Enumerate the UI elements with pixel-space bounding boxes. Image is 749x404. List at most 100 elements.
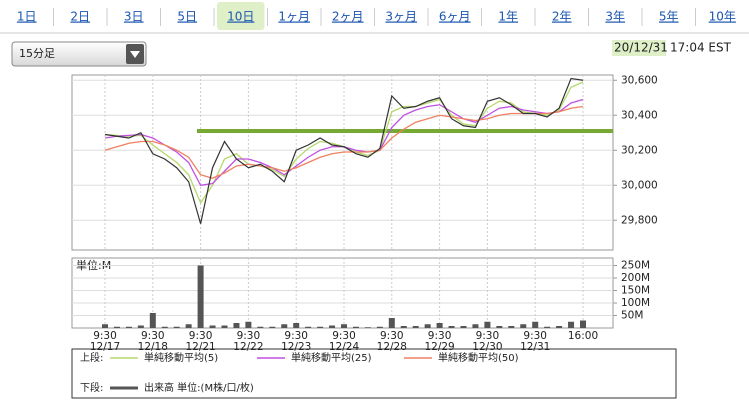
- tab[interactable]: 5日: [177, 10, 197, 24]
- timestamp-time: 17:04 EST: [670, 41, 732, 55]
- tab[interactable]: 2年: [552, 10, 572, 24]
- volume-bar: [580, 320, 586, 328]
- volume-bar: [436, 323, 443, 328]
- volume-bar: [305, 326, 312, 328]
- x-date-label: 12/29: [424, 341, 454, 353]
- y-tick-label: 30,000: [621, 179, 658, 191]
- tab[interactable]: 1年: [498, 10, 518, 24]
- volume-bar: [161, 326, 168, 328]
- date-highlight: [612, 40, 666, 56]
- tab[interactable]: 2日: [70, 10, 90, 24]
- volume-bar: [532, 321, 539, 328]
- volume-bar: [233, 323, 240, 328]
- tab[interactable]: 3ヶ月: [385, 10, 417, 24]
- x-date-label: 12/22: [233, 341, 263, 353]
- tab[interactable]: 1ヶ月: [278, 10, 310, 24]
- volume-bar: [113, 326, 120, 328]
- volume-bar: [125, 326, 132, 328]
- legend-label: 単純移動平均(50): [438, 351, 519, 364]
- y-tick-label: 100M: [621, 297, 650, 309]
- x-tick-label: 9:30: [380, 330, 404, 342]
- volume-bar: [556, 326, 563, 328]
- volume-bar: [269, 326, 276, 328]
- x-date-label: 12/18: [138, 341, 168, 353]
- volume-bar: [424, 324, 431, 328]
- volume-bar: [568, 321, 575, 328]
- volume-bar: [341, 324, 347, 328]
- x-tick-label: 9:30: [476, 330, 500, 342]
- volume-bar: [412, 326, 419, 328]
- legend-label: 出来高 単位:(M株/口/枚): [144, 381, 254, 394]
- tab[interactable]: 3年: [605, 10, 625, 24]
- y-tick-label: 150M: [621, 285, 650, 297]
- x-date-label: 12/31: [520, 341, 550, 353]
- price-line: [104, 77, 584, 224]
- x-tick-label: 9:30: [284, 330, 308, 342]
- volume-bar: [185, 324, 192, 328]
- tab-bar: 1日 2日 3日 5日 10日 1ヶ月 2ヶ月 3ヶ月 6ヶ月 1年 2年 3年 5年 10年: [17, 2, 736, 30]
- y-tick-label: 250M: [621, 260, 650, 272]
- volume-bar: [508, 326, 515, 328]
- volume-bar: [400, 326, 407, 328]
- volume-bar: [245, 321, 252, 328]
- tab[interactable]: 5年: [659, 10, 679, 24]
- tab[interactable]: 6ヶ月: [439, 10, 471, 24]
- volume-bar: [460, 326, 467, 328]
- timestamp-date: 20/12/31: [614, 41, 668, 55]
- tab[interactable]: 10日: [227, 10, 254, 24]
- tab[interactable]: 3日: [124, 10, 144, 24]
- volume-bar: [209, 325, 216, 328]
- volume-bar: [149, 313, 156, 328]
- volume-bar: [484, 321, 491, 328]
- volume-bar: [329, 325, 336, 328]
- x-tick-label: 9:30: [332, 330, 356, 342]
- tab[interactable]: 2ヶ月: [332, 10, 364, 24]
- volume-bar: [102, 324, 108, 328]
- x-tick-label: 9:30: [428, 330, 452, 342]
- tab-selected: [217, 2, 265, 30]
- x-date-label: 12/30: [472, 341, 502, 353]
- y-tick-label: 30,200: [621, 144, 658, 156]
- legend-label: 単純移動平均(5): [144, 351, 218, 364]
- y-tick-label: 29,800: [621, 214, 658, 226]
- volume-bar: [376, 326, 383, 328]
- x-date-label: 12/21: [185, 341, 215, 353]
- volume-bar: [173, 326, 180, 328]
- x-tick-label: 9:30: [93, 330, 117, 342]
- x-date-label: 12/28: [377, 341, 407, 353]
- tab[interactable]: 1日: [17, 10, 37, 24]
- x-tick-label: 16:00: [568, 330, 598, 342]
- volume-bar: [448, 326, 455, 328]
- price-panel: [71, 74, 614, 251]
- volume-bar: [293, 323, 300, 328]
- dropdown-label: 15分足: [19, 47, 55, 60]
- y-tick-label: 200M: [621, 272, 650, 284]
- x-tick-label: 9:30: [237, 330, 261, 342]
- volume-bar: [364, 327, 371, 328]
- volume-bar: [281, 324, 288, 328]
- x-date-label: 12/24: [329, 341, 360, 353]
- legend-upper-label: 上段:: [80, 351, 103, 364]
- y-tick-label: 30,400: [621, 109, 658, 121]
- x-tick-label: 9:30: [189, 330, 213, 342]
- tab[interactable]: 10年: [709, 10, 736, 24]
- volume-bar: [317, 326, 324, 328]
- volume-bar: [257, 326, 264, 328]
- dropdown[interactable]: 15分足: [11, 41, 147, 67]
- legend-lower-label: 下段:: [80, 381, 103, 394]
- volume-bar: [520, 324, 527, 328]
- volume-bar: [197, 265, 204, 328]
- volume-bar: [496, 326, 503, 328]
- moving-average-line: [104, 105, 584, 179]
- legend-label: 単純移動平均(25): [291, 351, 372, 364]
- x-tick-label: 9:30: [523, 330, 547, 342]
- volume-bar: [388, 318, 395, 328]
- volume-bar: [137, 325, 144, 328]
- y-tick-label: 30,600: [621, 74, 658, 86]
- volume-bar: [352, 326, 359, 328]
- volume-bar: [472, 324, 479, 328]
- y-tick-label: 50M: [621, 310, 643, 322]
- volume-bar: [221, 325, 228, 328]
- x-date-label: 12/23: [281, 341, 311, 353]
